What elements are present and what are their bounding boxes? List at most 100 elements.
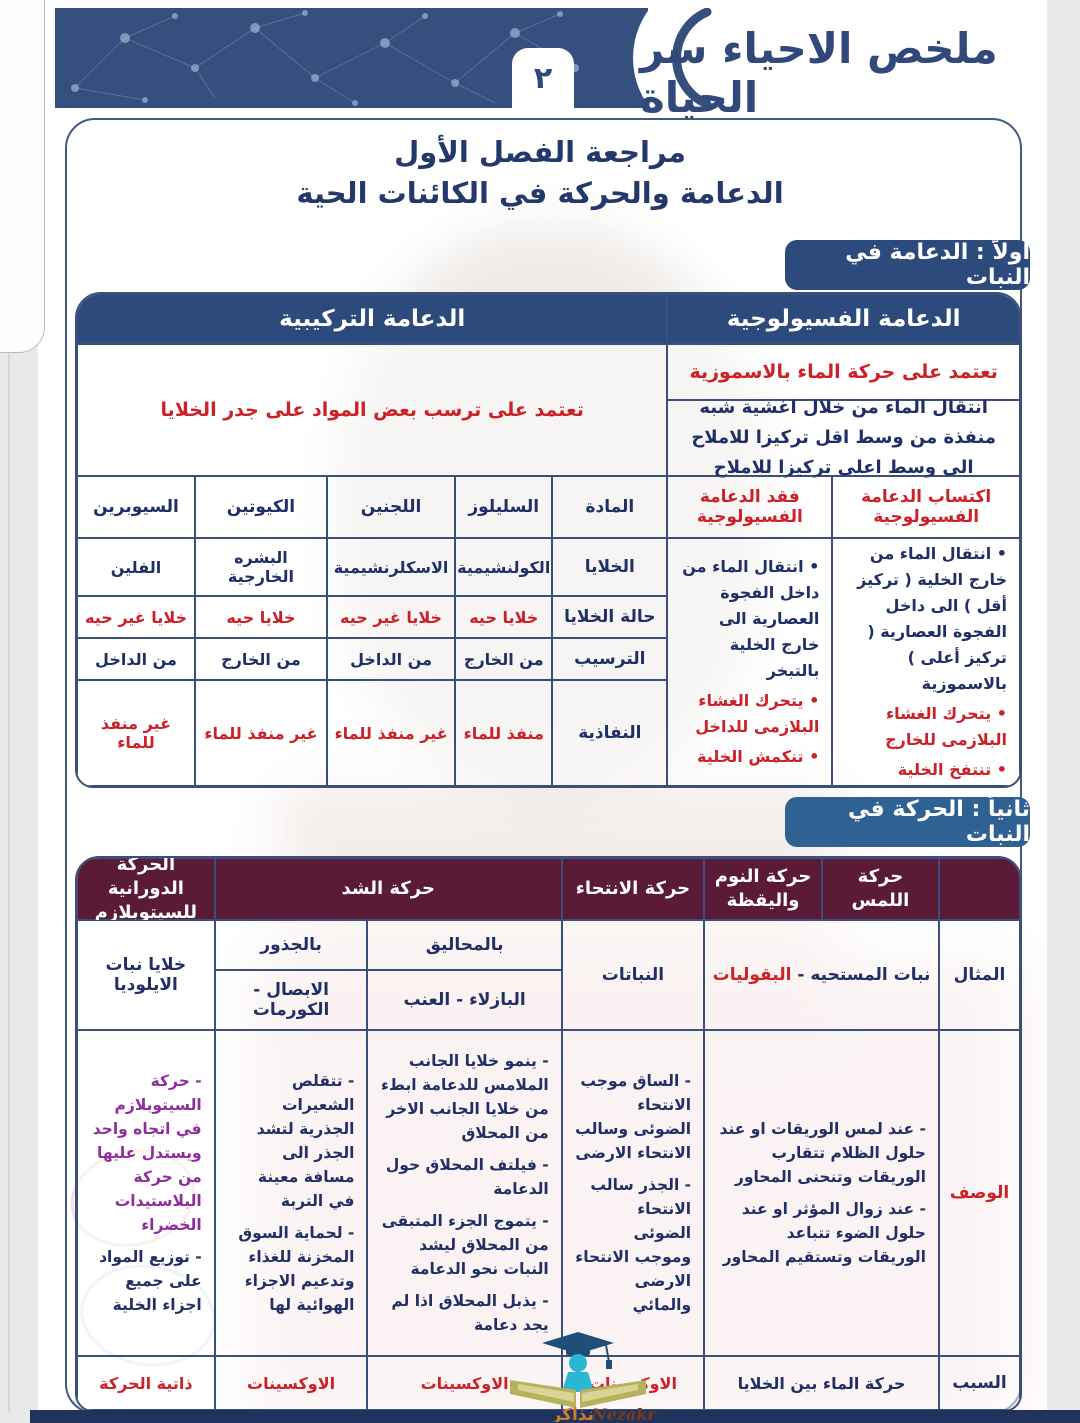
student-body: [562, 1372, 594, 1392]
description-item: عند زوال المؤثر او عند حلول الضوء تتباعد…: [717, 1197, 926, 1269]
row-label-cause: السبب: [938, 1356, 1020, 1410]
col-header-structural: الدعامة التركيبية: [77, 294, 668, 344]
description-tendrils: ينمو خلايا الجانب الملامس للدعامة ابطء م…: [367, 1030, 562, 1356]
gain-item: انتقال الماء من خارج الخلية ( تركيز أقل …: [845, 541, 1007, 697]
col-header-tropism: حركة الانتحاء: [561, 858, 705, 920]
col-header-touch: حركة اللمس: [821, 858, 939, 920]
brand-title: ملخص الاحياء سر الحياة: [640, 24, 999, 122]
col-header-pull: حركة الشد: [214, 858, 562, 920]
physio-intro: تعتمد على حركة الماء بالاسموزية: [667, 344, 1020, 400]
student-head: [569, 1354, 587, 1372]
cap-tassel: [605, 1344, 610, 1363]
state-suberin: خلايا غير حيه: [77, 596, 195, 638]
state-lignin: خلايا غير حيه: [326, 596, 456, 638]
loss-item: يتحرك الغشاء البلازمى للداخل: [680, 688, 819, 740]
description-item: حركة السيتوبلازم في اتجاه واحد ويستدل عل…: [90, 1069, 202, 1237]
gain-details: انتقال الماء من خارج الخلية ( تركيز أقل …: [832, 538, 1020, 786]
description-item: الساق موجب الانتحاء الضوئى وسالب الانتحا…: [575, 1069, 691, 1165]
permeability-cellulose: منفذ للماء: [455, 680, 553, 786]
cause-roots: الاوكسينات: [214, 1356, 368, 1410]
underlying-sheet-corner: [0, 0, 45, 353]
permeability-suberin: غير منفذ للماء: [77, 680, 195, 786]
nezakr-logo: نذاكر Nezakr: [510, 1332, 657, 1422]
loss-item: تنكمش الخلية: [680, 744, 819, 770]
row-label-permeability: النفاذية: [552, 680, 668, 786]
loss-details: انتقال الماء من داخل الفجوة العصارية الى…: [667, 538, 833, 786]
example-tendrils: البازلاء - العنب: [367, 970, 562, 1030]
state-cellulose: خلايا حيه: [455, 596, 553, 638]
col-header-loss: فقد الدعامة الفسيولوجية: [667, 476, 833, 538]
row-label-cells: الخلايا: [552, 538, 668, 596]
crescent-icon: [672, 8, 712, 108]
permeability-lignin: غير منفذ للماء: [326, 680, 456, 786]
example-touch-sleep-main: نبات المستحيه -: [791, 965, 931, 985]
col-header-suberin: السيوبرين: [77, 476, 195, 538]
structural-intro: تعتمد على ترسب بعض المواد على جدر الخلاي…: [77, 344, 668, 476]
page-number-tab: ٢: [512, 48, 574, 108]
graduation-cap-icon: [542, 1332, 614, 1354]
example-tropism: النباتات: [561, 920, 705, 1030]
example-touch-sleep-legumes: البقوليات: [712, 965, 792, 985]
page-number: ٢: [533, 60, 553, 96]
deposition-suberin: من الداخل: [77, 638, 195, 680]
description-item: فيلتف المحلاق حول الدعامة: [380, 1153, 549, 1201]
movement-table: حركة اللمس حركة النوم واليقظة حركة الانت…: [75, 856, 1022, 1412]
example-rotation: خلايا نبات الايلوديا: [77, 920, 215, 1030]
col-header-rotation: الحركة الدورانية للسيتوبلازم: [77, 858, 215, 923]
cause-tendrils: الاوكسينات: [367, 1356, 562, 1410]
pull-subheader-tendrils: بالمحاليق: [367, 920, 562, 970]
example-roots: الابصال - الكورمات: [214, 970, 368, 1030]
row-label-state: حالة الخلايا: [552, 596, 668, 638]
row-label-deposition: الترسيب: [552, 638, 668, 680]
cells-cellulose: الكولنشيمية: [455, 538, 553, 596]
deposition-cutin: من الخارج: [194, 638, 327, 680]
section1-badge: أولاً : الدعامة في النبات: [785, 240, 1030, 290]
deposition-lignin: من الداخل: [326, 638, 456, 680]
row-label-example: المثال: [938, 920, 1020, 1030]
description-item: توزيع المواد على جميع اجزاء الخلية: [90, 1245, 202, 1317]
col-header-lignin: اللجنين: [326, 476, 456, 538]
deposition-cellulose: من الخارج: [455, 638, 553, 680]
gain-item: تنتفخ الخلية: [845, 757, 1007, 783]
col-header-physiological: الدعامة الفسيولوجية: [667, 294, 1020, 344]
physio-detail: انتقال الماء من خلال اغشية شبه منفذة من …: [667, 397, 1020, 478]
description-item: يتموج الجزء المتبقى من المحلاق ليشد النب…: [380, 1209, 549, 1281]
col-header-cutin: الكيوتين: [194, 476, 327, 538]
description-touch-sleep: عند لمس الوريقات او عند حلول الظلام تتقا…: [704, 1030, 939, 1356]
col-header-gain: اكتساب الدعامة الفسيولوجية: [832, 476, 1020, 538]
description-item: الجذر سالب الانتحاء الضوئى وموجب الانتحا…: [575, 1173, 691, 1317]
description-roots: تتقلص الشعيرات الجذرية لتشد الجذر الى مس…: [214, 1030, 368, 1356]
description-tropism: الساق موجب الانتحاء الضوئى وسالب الانتحا…: [561, 1030, 705, 1356]
support-table: الدعامة الفسيولوجية الدعامة التركيبية تع…: [75, 292, 1022, 788]
pull-subheader-roots: بالجذور: [214, 920, 368, 970]
state-cutin: خلايا حيه: [194, 596, 327, 638]
col-header-cellulose: السليلوز: [455, 476, 553, 538]
brand-arabic: نذاكر: [551, 1405, 595, 1422]
description-rotation: حركة السيتوبلازم في اتجاه واحد ويستدل عل…: [77, 1030, 215, 1356]
cells-suberin: الفلين: [77, 538, 195, 596]
bottom-bar: [30, 1410, 1080, 1423]
col-header-sleep: حركة النوم واليقظة: [704, 858, 822, 920]
cells-lignin: الاسكلرنشيمية: [326, 538, 456, 596]
description-item: لحماية السوق المخزنة للغذاء وتدعيم الاجز…: [228, 1221, 354, 1317]
cells-cutin: البشره الخارجية: [194, 538, 327, 596]
description-item: يذبل المحلاق اذا لم يجد دعامة: [380, 1289, 548, 1337]
doc-title: مراجعة الفصل الأول الدعامة والحركة في ال…: [100, 132, 980, 214]
cause-touch-sleep: حركة الماء بين الخلايا: [704, 1356, 939, 1410]
section2-badge: ثانياً : الحركة في النبات: [785, 797, 1030, 847]
header-corner-empty: [938, 858, 1020, 920]
cause-rotation: ذاتية الحركة: [77, 1356, 215, 1410]
description-item: ينمو خلايا الجانب الملامس للدعامة ابطء م…: [380, 1049, 549, 1145]
sheet-edge-line: [8, 352, 10, 1412]
description-item: تتقلص الشعيرات الجذرية لتشد الجذر الى مس…: [228, 1069, 355, 1213]
permeability-cutin: غير منفذ للماء: [194, 680, 327, 786]
gain-item: يتحرك الغشاء البلازمى للخارج: [845, 701, 1007, 753]
example-touch-sleep: نبات المستحيه - البقوليات: [704, 920, 939, 1030]
doc-title-line2: الدعامة والحركة في الكائنات الحية: [296, 176, 784, 210]
loss-item: انتقال الماء من داخل الفجوة العصارية الى…: [680, 554, 819, 684]
doc-title-line1: مراجعة الفصل الأول: [394, 135, 686, 169]
brand-latin: Nezakr: [591, 1405, 657, 1422]
crescent-cutout: [633, 8, 760, 108]
col-header-material: المادة: [552, 476, 668, 538]
